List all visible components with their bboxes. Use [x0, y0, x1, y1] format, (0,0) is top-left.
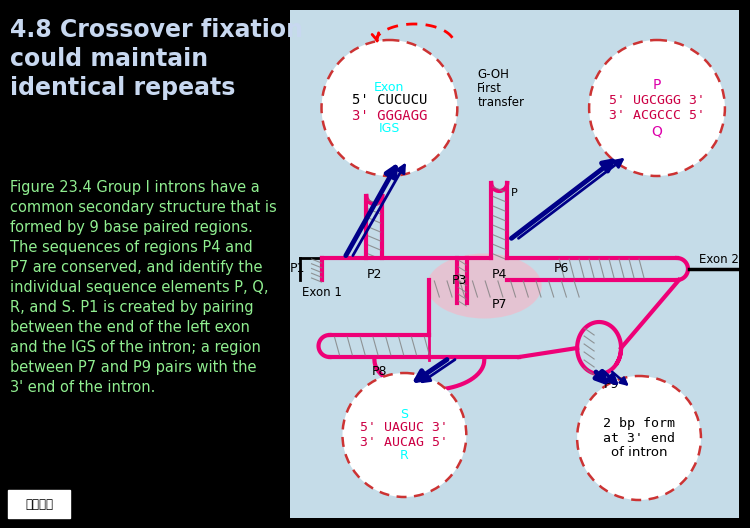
Text: P: P: [512, 188, 518, 198]
Text: 清华大学: 清华大学: [25, 497, 53, 511]
Text: P6: P6: [554, 262, 569, 276]
Text: 5' CUCUCU: 5' CUCUCU: [352, 93, 427, 107]
Circle shape: [578, 376, 701, 500]
Text: 2 bp form: 2 bp form: [603, 417, 675, 430]
Text: IGS: IGS: [379, 122, 400, 135]
Text: Exon 1: Exon 1: [302, 286, 341, 299]
Text: P3: P3: [452, 274, 467, 287]
Text: P8: P8: [372, 365, 387, 378]
Text: transfer: transfer: [477, 96, 524, 109]
Text: Figure 23.4 Group I introns have a
common secondary structure that is
formed by : Figure 23.4 Group I introns have a commo…: [10, 180, 277, 395]
Text: First: First: [477, 82, 502, 95]
Text: 4.8 Crossover fixation
could maintain
identical repeats: 4.8 Crossover fixation could maintain id…: [10, 18, 303, 99]
Text: P1: P1: [290, 262, 305, 276]
Text: 3' AUCAG 5': 3' AUCAG 5': [361, 436, 448, 449]
Bar: [290, 10, 739, 518]
Text: P9: P9: [604, 378, 619, 391]
Text: P2: P2: [367, 268, 382, 281]
Text: 5' UAGUC 3': 5' UAGUC 3': [361, 421, 448, 434]
Text: Exon: Exon: [374, 81, 404, 93]
Text: P4: P4: [491, 268, 507, 281]
Text: G-OH: G-OH: [477, 68, 509, 81]
Text: at 3' end: at 3' end: [603, 431, 675, 445]
Text: 3' ACGCCC 5': 3' ACGCCC 5': [609, 109, 705, 122]
Circle shape: [589, 40, 725, 176]
Text: P: P: [652, 78, 662, 92]
Text: Q: Q: [652, 124, 662, 138]
Text: 5' UGCGGG 3': 5' UGCGGG 3': [609, 94, 705, 107]
Bar: [8, 490, 70, 518]
Text: Exon 2: Exon 2: [699, 253, 739, 266]
Text: of intron: of intron: [610, 446, 668, 459]
Text: P7: P7: [491, 298, 507, 311]
Ellipse shape: [427, 253, 542, 318]
Circle shape: [322, 40, 458, 176]
Text: S: S: [400, 408, 409, 421]
Text: 3' GGGAGG: 3' GGGAGG: [352, 109, 427, 122]
Circle shape: [343, 373, 466, 497]
Text: R: R: [400, 449, 409, 463]
